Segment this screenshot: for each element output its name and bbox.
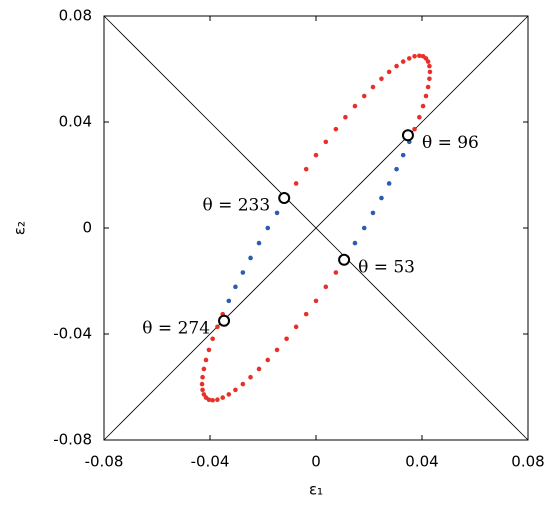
- point: [215, 324, 220, 330]
- theta-label: θ = 233: [202, 196, 270, 216]
- point: [226, 298, 232, 304]
- point: [293, 181, 299, 186]
- point: [361, 93, 367, 99]
- point: [394, 63, 399, 69]
- point: [417, 114, 422, 120]
- point: [427, 63, 432, 69]
- point: [265, 357, 271, 363]
- point: [206, 397, 212, 403]
- point: [352, 103, 358, 109]
- theta-marker: [401, 129, 414, 142]
- theta-label: θ = 53: [358, 257, 415, 277]
- point: [394, 166, 399, 172]
- point: [352, 240, 358, 246]
- theta-label: θ = 96: [422, 133, 479, 153]
- point: [303, 166, 309, 172]
- x-tick-label: 0.04: [405, 453, 438, 471]
- point: [220, 395, 226, 400]
- theta-marker: [218, 314, 231, 327]
- point: [423, 93, 429, 99]
- point: [417, 53, 422, 59]
- point: [256, 240, 262, 246]
- point: [412, 126, 417, 132]
- point: [265, 225, 271, 231]
- point: [427, 76, 432, 82]
- point: [333, 270, 339, 275]
- point: [361, 225, 367, 231]
- point: [323, 284, 329, 290]
- point: [233, 284, 238, 290]
- point: [343, 114, 348, 120]
- point: [420, 53, 426, 59]
- point: [274, 210, 280, 216]
- point: [427, 69, 433, 75]
- point: [406, 56, 412, 61]
- point: [425, 84, 431, 90]
- x-axis-title: ε₁: [309, 481, 323, 499]
- point: [203, 357, 209, 363]
- point: [370, 84, 376, 90]
- point: [386, 181, 392, 186]
- y-tick-label: -0.08: [53, 431, 92, 449]
- point: [303, 311, 309, 317]
- point: [293, 324, 299, 330]
- point: [333, 126, 339, 132]
- point: [256, 366, 262, 372]
- point: [248, 255, 253, 261]
- point: [199, 381, 205, 387]
- point: [420, 103, 426, 109]
- y-axis-title: ε₂: [11, 221, 29, 235]
- y-tick-label: 0.04: [59, 113, 92, 131]
- y-tick-label: 0.08: [59, 7, 92, 25]
- theta-marker: [278, 192, 291, 205]
- point: [379, 195, 384, 201]
- point: [400, 59, 406, 64]
- point: [240, 270, 246, 275]
- point: [313, 298, 319, 304]
- y-tick-label: -0.04: [53, 325, 92, 343]
- theta-label: θ = 274: [142, 318, 210, 338]
- point: [201, 366, 207, 372]
- diagonal: [103, 15, 529, 441]
- x-tick-label: 0.08: [511, 453, 544, 471]
- point: [240, 381, 246, 387]
- point: [226, 392, 232, 397]
- point: [215, 397, 220, 403]
- x-tick-label: -0.08: [85, 453, 124, 471]
- point: [323, 139, 329, 145]
- x-tick-label: 0: [311, 453, 321, 471]
- point: [206, 347, 212, 353]
- point: [274, 347, 280, 353]
- point: [210, 397, 215, 403]
- x-tick-label: -0.04: [191, 453, 230, 471]
- point: [412, 53, 417, 59]
- point: [370, 210, 376, 216]
- point: [284, 336, 289, 342]
- point: [233, 387, 238, 393]
- point: [200, 374, 205, 380]
- point: [248, 374, 253, 380]
- point: [313, 152, 319, 158]
- theta-marker: [338, 253, 351, 266]
- point: [200, 387, 205, 393]
- point: [379, 76, 384, 82]
- point: [386, 69, 392, 75]
- point: [400, 152, 406, 158]
- point: [210, 336, 215, 342]
- y-tick-label: 0: [82, 219, 92, 237]
